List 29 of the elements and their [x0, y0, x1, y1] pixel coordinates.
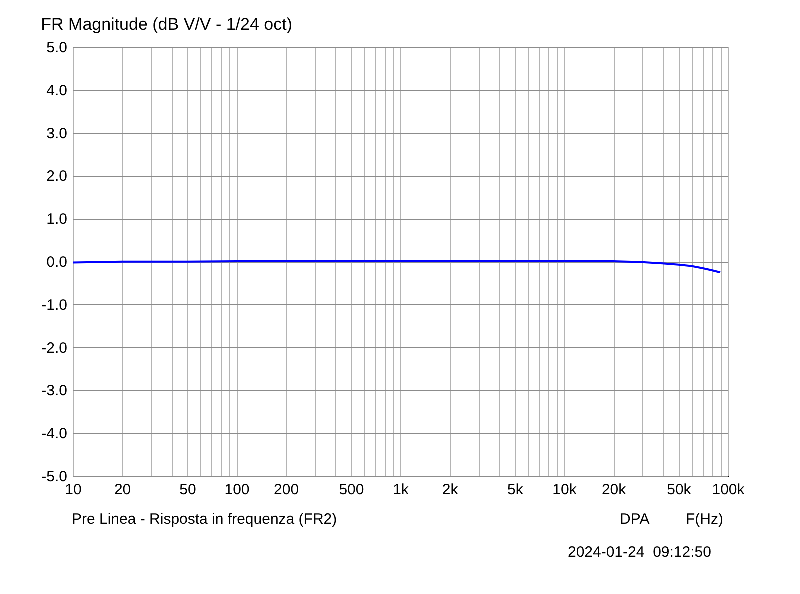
y-tick-label: -4.0 [42, 426, 68, 443]
y-tick-label: 5.0 [46, 40, 68, 56]
x-tick-label: 100k [712, 482, 746, 498]
x-tick-label: 20 [114, 482, 132, 498]
x-tick-label: 20k [602, 482, 627, 498]
y-tick-label: 1.0 [46, 211, 68, 228]
x-tick-label: 200 [274, 482, 300, 498]
x-axis-title: F(Hz) [686, 511, 724, 528]
y-tick-label: -3.0 [42, 382, 68, 400]
text: Pre Linea - Risposta in frequenza (FR2) [72, 511, 338, 528]
x-tick-label: 10 [65, 482, 82, 498]
x-tick-label: 10k [552, 482, 578, 498]
x-tick-label: 500 [339, 482, 364, 498]
y-tick-label: 2.0 [46, 168, 68, 186]
y-tick-label: -5.0 [42, 468, 68, 486]
x-tick-label: 5k [508, 482, 524, 498]
x-tick-label: 2k [442, 482, 459, 498]
y-tick-label: -1.0 [42, 296, 68, 314]
chart-title: FR Magnitude (dB V/V - 1/24 oct) [41, 15, 292, 34]
x-tick-label: 50k [667, 482, 692, 498]
y-tick-label: 4.0 [46, 82, 68, 100]
x-tick-label: 50 [180, 482, 196, 498]
y-tick-label: 0.0 [46, 254, 68, 271]
text: 2024-01-24 09:12:50 [568, 544, 712, 561]
x-tick-label: 1k [393, 482, 410, 498]
text: DPA [620, 511, 650, 528]
y-tick-label: 3.0 [46, 125, 68, 142]
x-tick-label: 100 [224, 482, 250, 498]
y-tick-label: -2.0 [42, 340, 68, 357]
